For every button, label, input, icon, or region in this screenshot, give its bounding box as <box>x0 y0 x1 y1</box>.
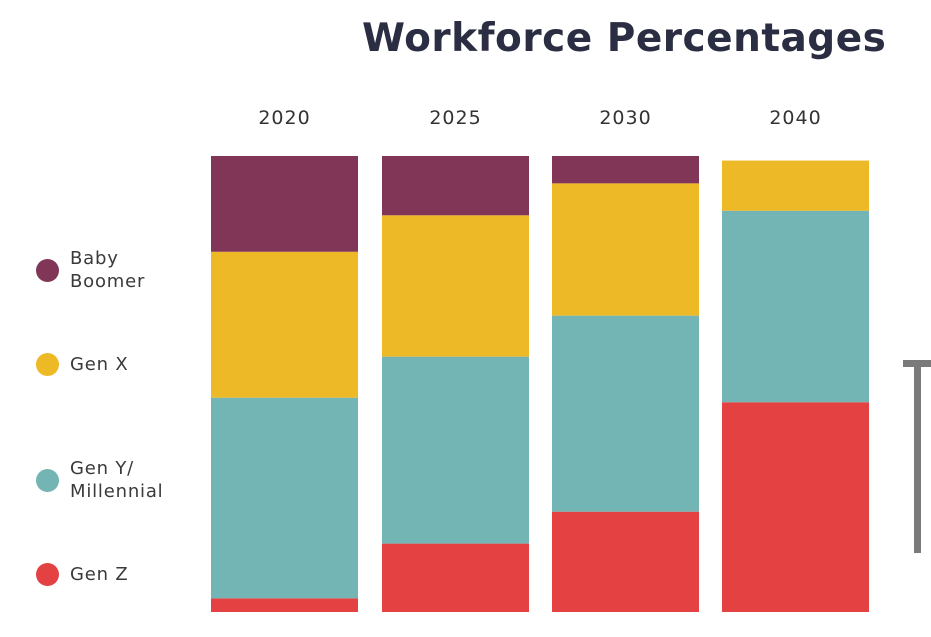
legend-label-gen-x: Gen X <box>70 354 129 375</box>
bar-segment-2020-baby-boomer <box>211 156 358 252</box>
legend-item-gen-x: Gen X <box>36 353 196 376</box>
legend-label-baby-boomer: Baby Boomer <box>70 248 146 292</box>
bar-segment-2020-gen-z <box>211 598 358 612</box>
x-tick-label-2030: 2030 <box>599 107 651 129</box>
legend-swatch-gen-x <box>36 353 59 376</box>
x-tick-label-2025: 2025 <box>429 107 481 129</box>
bar-segment-2025-baby-boomer <box>382 156 529 216</box>
bar-segment-2030-baby-boomer <box>552 156 699 184</box>
legend-item-gen-z: Gen Z <box>36 563 196 586</box>
bar-segment-2040-gen-x <box>722 160 869 211</box>
legend-item-gen-y-millennial: Gen Y/ Millennial <box>36 457 196 503</box>
legend-label-gen-y-millennial: Gen Y/ Millennial <box>70 458 164 502</box>
bar-segment-2020-gen-x <box>211 251 358 398</box>
legend-swatch-gen-z <box>36 563 59 586</box>
bar-segment-2025-gen-x <box>382 215 529 357</box>
x-tick-label-2020: 2020 <box>258 107 310 129</box>
bar-segment-2040-gen-z <box>722 402 869 612</box>
bar-segment-2040-gen-y-millennial <box>722 210 869 403</box>
bar-segment-2030-gen-z <box>552 511 699 612</box>
bar-segment-2020-gen-y-millennial <box>211 397 358 599</box>
legend-swatch-baby-boomer <box>36 258 59 282</box>
chart-title: Workforce Percentages <box>362 16 887 61</box>
bar-segment-2030-gen-y-millennial <box>552 315 699 512</box>
bar-segment-2025-gen-y-millennial <box>382 356 529 544</box>
x-tick-label-2040: 2040 <box>769 107 821 129</box>
bar-segment-2030-gen-x <box>552 183 699 316</box>
bar-segment-2025-gen-z <box>382 543 529 612</box>
legend-swatch-gen-y-millennial <box>36 468 59 492</box>
legend-label-gen-z: Gen Z <box>70 564 129 585</box>
legend-item-baby-boomer: Baby Boomer <box>36 247 196 293</box>
edge-bracket-stem <box>914 360 921 553</box>
